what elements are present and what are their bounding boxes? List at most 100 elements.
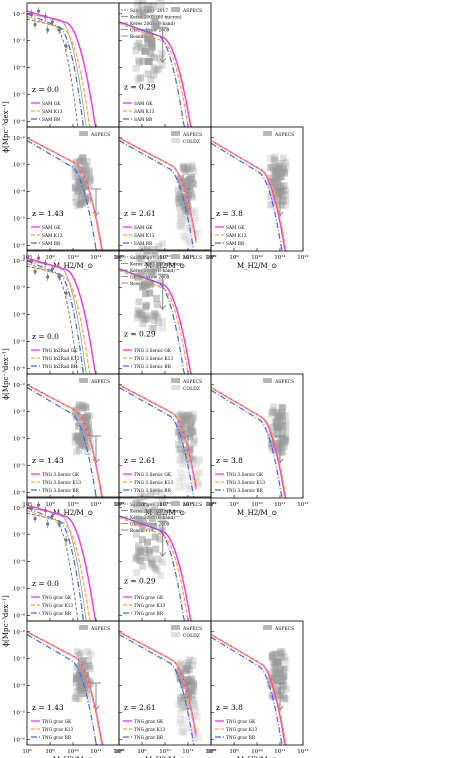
legend-entry: TNG grav BR <box>42 736 72 741</box>
coldz-box <box>176 716 184 724</box>
aspecs-box <box>271 153 279 161</box>
aspecs-box <box>178 699 186 707</box>
legend-entry: TNG 3.Sersic BR <box>134 365 172 370</box>
aspecs-box <box>189 429 197 437</box>
aspecs-box <box>72 695 80 703</box>
coldz-box <box>186 724 194 732</box>
coldz-box <box>191 704 199 712</box>
legend-entry: SAM BR <box>226 242 245 247</box>
aspecs-box <box>132 47 140 55</box>
aspecs-box <box>178 703 186 711</box>
x-tick-label: 10⁹ <box>137 254 147 261</box>
aspecs-box <box>148 559 156 567</box>
aspecs-box <box>80 672 88 680</box>
legend-entry: TNG 3.Sersic BR <box>226 489 264 494</box>
aspecs-box <box>73 448 81 456</box>
x-tick-label: 10¹¹ <box>274 748 285 755</box>
coldz-legend-swatch <box>171 138 180 143</box>
aspecs-box <box>139 522 147 530</box>
aspecs-box <box>185 456 193 464</box>
coldz-box <box>175 477 183 485</box>
aspecs-box <box>86 177 94 185</box>
aspecs-box <box>138 312 146 320</box>
aspecs-box <box>175 446 183 454</box>
aspecs-box <box>153 566 161 574</box>
aspecs-legend-swatch <box>79 625 88 630</box>
obs-legend-label: Boselli+14 <box>130 35 154 40</box>
aspecs-box <box>277 412 285 420</box>
aspecs-box <box>148 324 156 332</box>
aspecs-box <box>144 35 152 43</box>
aspecs-box <box>182 210 190 218</box>
aspecs-box <box>84 193 92 201</box>
legend-entry: SAM BR <box>42 118 61 123</box>
panel-1-1: z = 0.29 TNG 3.Sersic GK TNG 3.Sersic K13 T… <box>118 240 212 375</box>
redshift-label: z = 0.0 <box>32 85 59 94</box>
coldz-box <box>177 454 185 462</box>
aspecs-box <box>186 446 194 454</box>
aspecs-box <box>185 678 193 686</box>
coldz-box <box>181 716 189 724</box>
series-k13-line <box>26 509 91 622</box>
redshift-label: z = 3.8 <box>216 456 243 465</box>
coldz-box <box>178 461 186 469</box>
aspecs-legend-label: ASPECS <box>182 8 202 14</box>
y-tick-label: 10⁻² <box>13 629 25 636</box>
x-tick-label: 10¹⁰ <box>67 748 79 755</box>
coldz-box <box>185 701 193 709</box>
aspecs-box <box>150 324 158 332</box>
aspecs-box <box>271 157 279 165</box>
aspecs-box <box>73 648 81 656</box>
aspecs-box <box>79 154 87 162</box>
aspecs-legend-label: ASPECS <box>90 626 110 632</box>
aspecs-box <box>188 454 196 462</box>
aspecs-box <box>268 201 276 209</box>
x-tick-label: 10¹¹ <box>90 748 101 755</box>
aspecs-box <box>183 699 191 707</box>
aspecs-box <box>76 157 84 165</box>
aspecs-box <box>271 186 279 194</box>
aspecs-box <box>275 439 283 447</box>
aspecs-box <box>175 411 183 419</box>
x-tick-label: 10¹² <box>205 748 216 755</box>
aspecs-box <box>177 674 185 682</box>
series-k13-line <box>26 15 91 128</box>
coldz-box <box>178 728 186 736</box>
aspecs-box <box>279 154 287 162</box>
y-tick-label: 10⁻⁶ <box>13 119 26 126</box>
legend-entry: SAM GK <box>134 102 153 107</box>
aspecs-box <box>274 180 282 188</box>
legend-entry: TNG 3.Sersic GK <box>134 349 172 354</box>
redshift-label: z = 3.8 <box>216 209 243 218</box>
aspecs-box <box>280 197 288 205</box>
legend-entry: TNG 3.Sersic K13 <box>42 481 81 486</box>
legend-entry: TNG In2Rad BR <box>42 365 78 370</box>
aspecs-box <box>268 440 276 448</box>
aspecs-box <box>150 249 158 257</box>
aspecs-box <box>139 320 147 328</box>
coldz-box <box>196 469 204 477</box>
aspecs-box <box>86 412 94 420</box>
aspecs-box <box>176 456 184 464</box>
aspecs-box <box>268 441 276 449</box>
coldz-box <box>185 214 193 222</box>
aspecs-box <box>176 670 184 678</box>
coldz-legend-label: COLDZ <box>183 633 200 639</box>
panel-frame <box>210 126 304 252</box>
aspecs-box <box>190 682 198 690</box>
y-tick-label: 10⁻³ <box>13 285 25 292</box>
series-gk-line <box>26 10 97 128</box>
aspecs-box <box>82 403 90 411</box>
aspecs-box <box>270 174 278 182</box>
coldz-box <box>195 457 203 465</box>
y-tick-label: 10⁻⁴ <box>13 436 26 443</box>
y-tick-label: 10⁻⁵ <box>13 463 25 470</box>
aspecs-box <box>282 158 290 166</box>
aspecs-box <box>75 670 83 678</box>
aspecs-box <box>135 9 143 17</box>
panel-2-1: z = 0.29 TNG grav GK TNG grav K13 TNG grav … <box>118 487 212 622</box>
aspecs-box <box>270 156 278 164</box>
y-tick-label: 10⁻³ <box>13 409 25 416</box>
series-k13-line <box>118 22 189 128</box>
aspecs-box <box>144 538 152 546</box>
